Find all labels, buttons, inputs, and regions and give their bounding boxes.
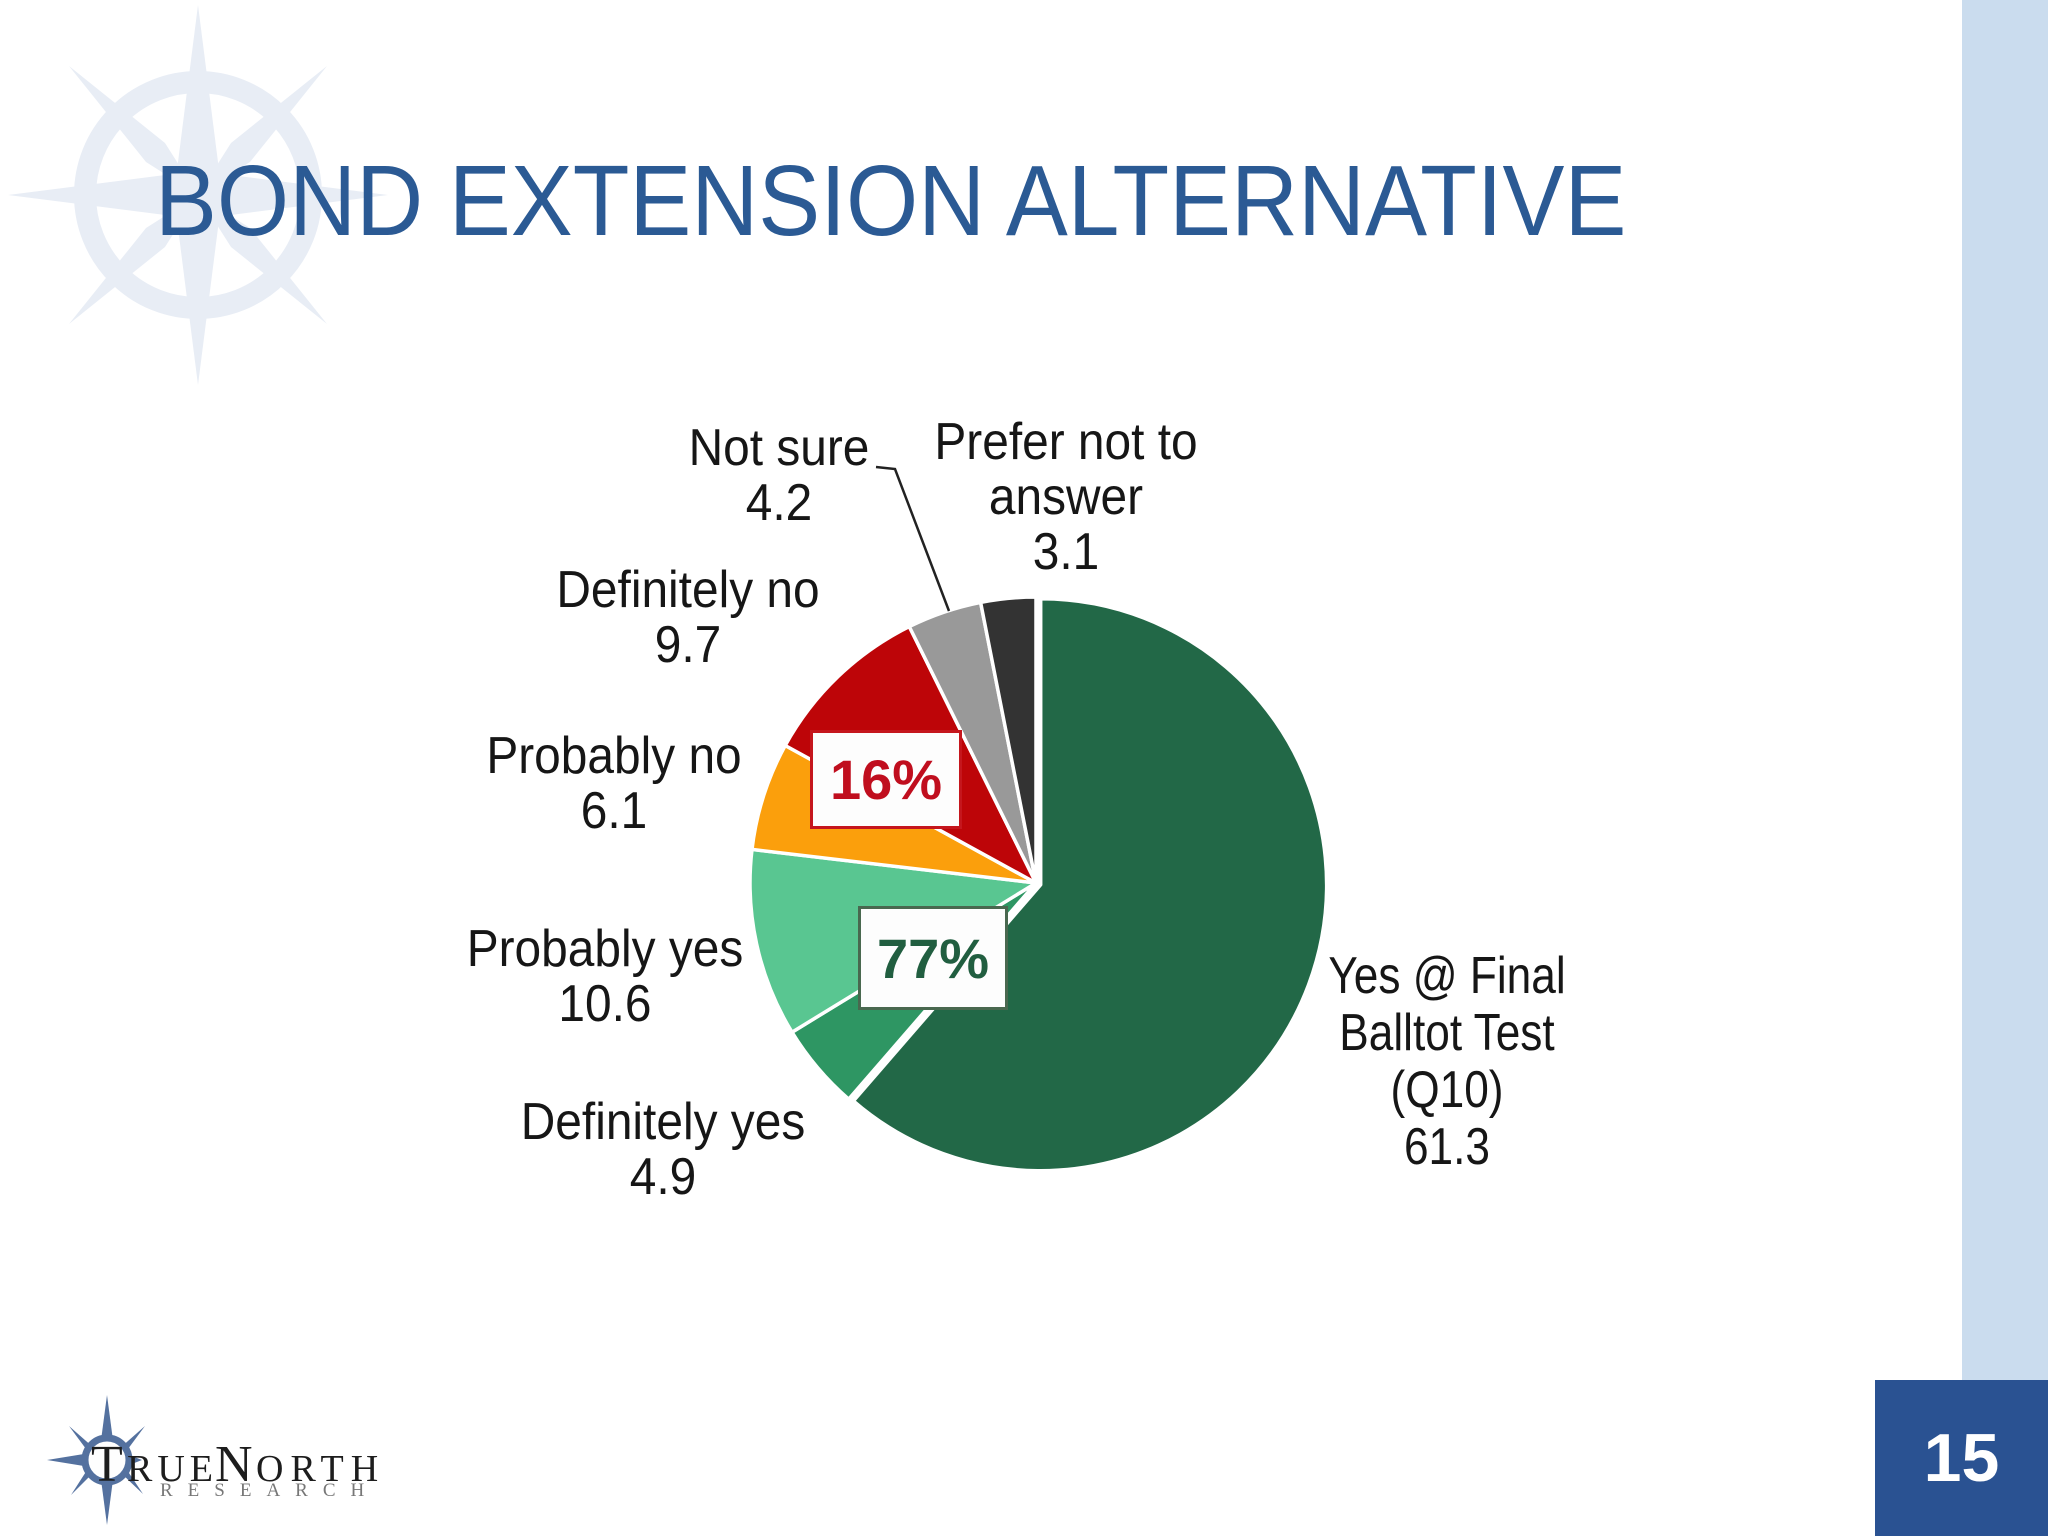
svg-text:N: N (215, 1436, 253, 1493)
svg-text:RESEARCH: RESEARCH (160, 1480, 379, 1501)
svg-text:T: T (91, 1436, 123, 1493)
svg-text:ORTH: ORTH (256, 1448, 385, 1490)
svg-text:RUE: RUE (127, 1448, 218, 1490)
